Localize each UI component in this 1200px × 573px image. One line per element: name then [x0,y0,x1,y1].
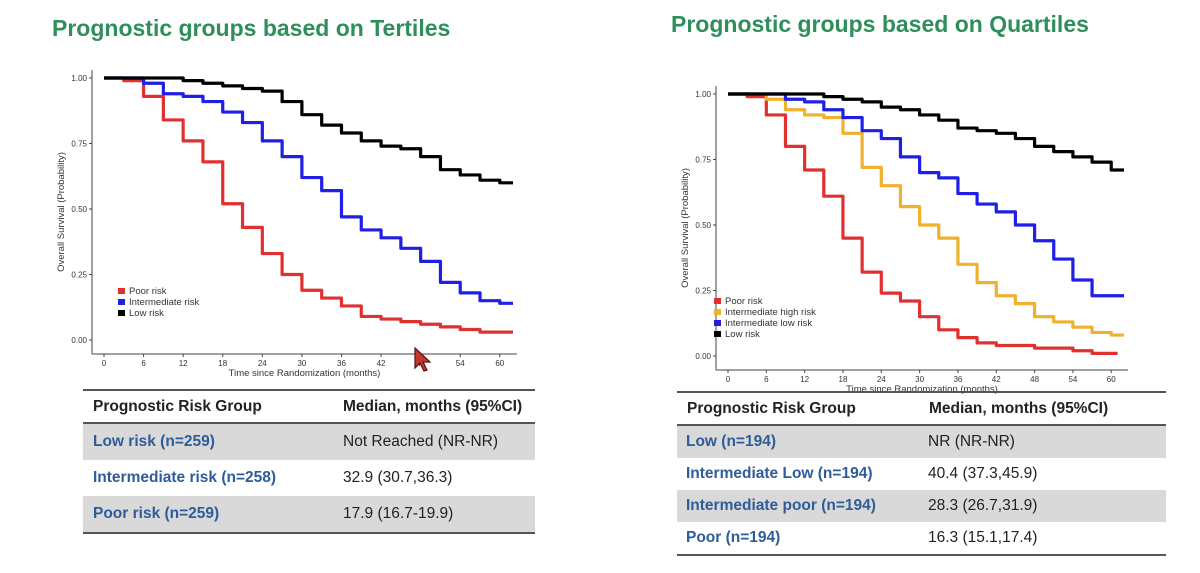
x-tick-label: 18 [218,359,227,368]
legend-label: Intermediate risk [129,297,199,308]
y-tick-label: 0.75 [695,156,711,165]
x-tick-label: 0 [102,359,107,368]
y-tick-label: 0.50 [695,221,711,230]
risk-group-cell: Poor (n=194) [686,529,781,546]
x-tick-label: 60 [495,359,504,368]
y-axis-label: Overall Survival (Probability) [680,168,691,288]
legend-label: Intermediate low risk [725,318,812,329]
km-plot-quartiles: 0.00 0.25 0.50 0.75 1.00 0 6 12 18 24 30 36 42 48 54 60… [680,86,1128,395]
x-tick-label: 6 [141,359,146,368]
table-row: Intermediate risk (n=258) 32.9 (30.7,36.… [83,460,535,496]
x-tick-label: 60 [1107,375,1116,384]
legend-swatch [118,299,125,305]
x-tick-label: 24 [258,359,267,368]
x-tick-label: 18 [839,375,848,384]
legend-label: Low risk [129,308,164,319]
x-tick-label: 6 [764,375,769,384]
y-tick-label: 0.50 [71,205,87,214]
x-tick-label: 48 [1030,375,1039,384]
table-header-row: Prognostic Risk Group Median, months (95… [677,392,1166,425]
x-tick-label: 0 [726,375,731,384]
x-tick-label: 54 [1068,375,1077,384]
km-plot-tertiles: 0.000.250.500.751.0006121824303642485460… [56,70,517,379]
left-panel-title: Prognostic groups based on Tertiles [52,15,451,41]
median-cell: 28.3 (26.7,31.9) [919,490,1166,522]
km-curve-intermediate-high-risk [728,92,1124,337]
risk-group-cell: Intermediate risk (n=258) [93,469,277,486]
x-axis-label: Time since Randomization (months) [229,368,381,379]
median-cell: Not Reached (NR-NR) [333,423,535,460]
legend-swatch [714,320,721,326]
risk-group-cell: Low (n=194) [677,425,919,458]
table-row: Poor (n=194) 16.3 (15.1,17.4) [677,522,1166,555]
risk-group-cell: Poor risk (n=259) [83,496,333,533]
legend-label: Poor risk [129,286,167,297]
risk-group-cell: Intermediate Low (n=194) [686,465,873,482]
legend-swatch [714,331,721,337]
table-row: Low risk (n=259) Not Reached (NR-NR) [83,423,535,460]
median-cell: 17.9 (16.7-19.9) [333,496,535,533]
tertiles-median-table: Prognostic Risk Group Median, months (95… [83,389,535,534]
table-row: Poor risk (n=259) 17.9 (16.7-19.9) [83,496,535,533]
km-curve-poor-risk [104,76,513,334]
median-cell: 40.4 (37.3,45.9) [928,465,1038,482]
x-axis-label: Time since Randomization (months) [846,384,998,395]
y-axis-label: Overall Survival (Probability) [56,152,67,272]
risk-group-cell: Low risk (n=259) [83,423,333,460]
legend-swatch [118,288,125,294]
risk-group-cell: Intermediate poor (n=194) [677,490,919,522]
km-curve-intermediate-risk [104,76,513,305]
x-tick-label: 54 [456,359,465,368]
x-tick-label: 12 [179,359,188,368]
legend-label: Poor risk [725,296,763,307]
legend-swatch [118,310,125,316]
km-curve-intermediate-low-risk [728,92,1124,298]
table-header-row: Prognostic Risk Group Median, months (95… [83,390,535,423]
mouse-cursor-icon [414,346,432,372]
y-tick-label: 1.00 [695,90,711,99]
y-tick-label: 1.00 [71,74,87,83]
legend-swatch [714,309,721,315]
median-cell: NR (NR-NR) [919,425,1166,458]
header-risk-group: Prognostic Risk Group [93,398,262,415]
median-cell: 32.9 (30.7,36.3) [343,469,453,486]
y-tick-label: 0.25 [71,271,87,280]
y-tick-label: 0.75 [71,140,87,149]
median-cell: 16.3 (15.1,17.4) [928,529,1038,546]
x-tick-label: 30 [297,359,306,368]
right-panel-title: Prognostic groups based on Quartiles [671,11,1089,37]
table-row: Low (n=194) NR (NR-NR) [677,425,1166,458]
legend-label: Intermediate high risk [725,307,816,318]
header-median: Median, months (95%CI) [343,398,523,415]
km-curve-poor-risk [728,92,1118,355]
legend-label: Low risk [725,329,760,340]
header-risk-group: Prognostic Risk Group [687,400,856,417]
quartiles-median-table: Prognostic Risk Group Median, months (95… [677,391,1166,556]
x-tick-label: 12 [800,375,809,384]
x-tick-label: 24 [877,375,886,384]
x-tick-label: 30 [915,375,924,384]
x-tick-label: 36 [337,359,346,368]
x-tick-label: 36 [953,375,962,384]
header-median: Median, months (95%CI) [929,400,1109,417]
table-row: Intermediate Low (n=194) 40.4 (37.3,45.9… [677,458,1166,490]
table-row: Intermediate poor (n=194) 28.3 (26.7,31.… [677,490,1166,522]
legend-swatch [714,298,721,304]
x-tick-label: 42 [992,375,1001,384]
km-curve-low-risk [104,76,513,185]
y-tick-label: 0.00 [71,336,87,345]
km-curve-low-risk [728,92,1124,172]
y-tick-label: 0.25 [695,287,711,296]
x-tick-label: 42 [377,359,386,368]
y-tick-label: 0.00 [695,352,711,361]
